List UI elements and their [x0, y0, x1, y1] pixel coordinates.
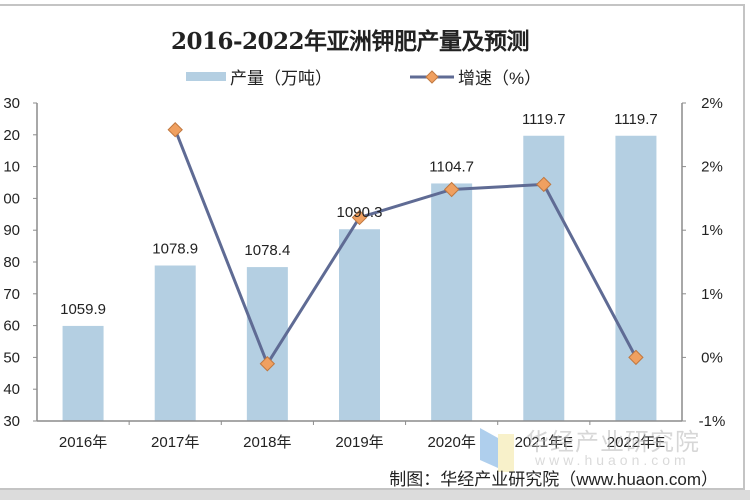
bar-2018年 [246, 267, 288, 421]
bar-2016年 [62, 325, 104, 421]
left-tick-label: 30 [3, 413, 20, 430]
legend-item-production: 产量（万吨） [186, 64, 332, 89]
right-tick-label: 0% [701, 349, 723, 366]
chart-title: 2016-2022年亚洲钾肥产量及预测 [170, 28, 530, 55]
legend-item-growth: 增速（%） [410, 64, 541, 89]
bar-2017年 [154, 265, 196, 421]
growth-marker-icon [536, 176, 552, 193]
bottom-border [0, 490, 750, 500]
growth-marker-icon [167, 122, 183, 138]
legend-label-production: 产量（万吨） [230, 69, 332, 88]
left-tick-label: 30 [3, 95, 20, 112]
x-tick-label: 2016年 [59, 434, 107, 451]
right-tick-label: -1% [699, 413, 726, 430]
growth-marker-icon [351, 209, 368, 226]
right-tick-label: 1% [701, 286, 723, 303]
bar-2019年 [339, 229, 380, 421]
bar-swatch-icon [186, 72, 226, 81]
bar-value-label: 1119.7 [522, 111, 566, 128]
left-tick-label: 10 [3, 159, 20, 176]
growth-line [173, 129, 638, 368]
right-tick-label: 2% [701, 159, 723, 176]
right-tick-label: 1% [701, 222, 723, 239]
left-tick-label: 00 [3, 190, 20, 207]
bar-value-label: 1078.4 [244, 242, 290, 259]
bar-value-label: 1119.7 [614, 111, 658, 128]
x-tick-label: 2021年E [515, 434, 573, 451]
bar-value-label: 1104.7 [429, 158, 474, 175]
left-tick-label: 20 [3, 127, 20, 144]
left-tick-label: 60 [3, 318, 20, 335]
left-tick-label: 40 [3, 381, 20, 398]
bar-2020年 [431, 183, 473, 421]
legend: 产量（万吨） 增速（%） [0, 64, 750, 88]
left-tick-label: 90 [3, 222, 20, 239]
left-tick-label: 70 [3, 286, 20, 303]
x-tick-label: 2019年 [335, 434, 383, 451]
growth-marker-icon [443, 181, 460, 198]
left-tick-label: 80 [3, 254, 20, 271]
growth-marker-icon [628, 349, 644, 366]
x-tick-label: 2022年E [607, 434, 665, 451]
source-note: 制图：华经产业研究院（www.huaon.com） [389, 470, 718, 489]
left-tick-label: 50 [3, 349, 20, 366]
bar-value-label: 1090.3 [337, 204, 383, 221]
growth-marker-icon [259, 356, 276, 372]
bar-2022年E [615, 135, 657, 421]
bar-value-label: 1078.9 [152, 240, 198, 257]
legend-label-growth: 增速（%） [458, 69, 542, 88]
bar-value-label: 1059.9 [60, 301, 106, 318]
x-tick-label: 2018年 [243, 434, 291, 451]
x-tick-label: 2020年 [427, 434, 475, 451]
x-tick-label: 2017年 [151, 434, 199, 451]
line-marker-swatch-icon [410, 69, 454, 84]
right-tick-label: 2% [701, 95, 723, 112]
